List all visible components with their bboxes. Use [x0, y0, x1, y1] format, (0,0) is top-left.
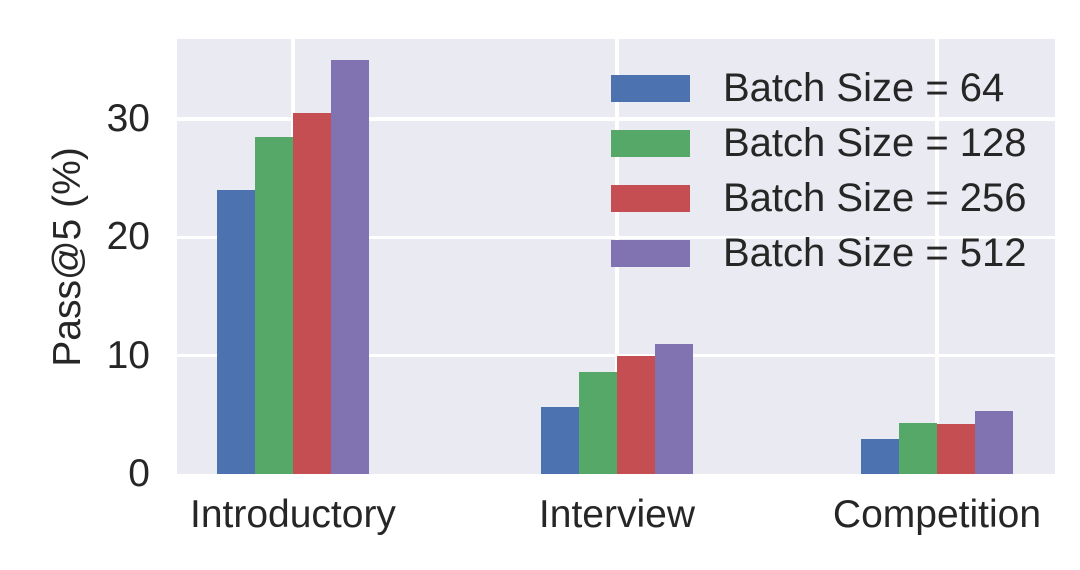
bar-interview-256 [616, 355, 655, 474]
bar-competition-64 [860, 438, 899, 474]
legend-swatch-128 [611, 129, 690, 157]
bar-competition-512 [974, 411, 1013, 474]
legend-label-256: Batch Size = 256 [723, 176, 1027, 220]
gridline-y-30 [177, 117, 1055, 121]
legend-swatch-256 [611, 184, 690, 212]
gridline-y-10 [177, 353, 1055, 358]
bar-competition-256 [936, 424, 975, 474]
legend-swatch-64 [611, 74, 690, 102]
bar-introductory-512 [330, 59, 369, 474]
x-tick-label-introductory: Introductory [190, 493, 396, 536]
y-tick-label-20: 20 [106, 215, 150, 259]
bar-competition-128 [898, 423, 937, 474]
y-tick-label-0: 0 [128, 452, 150, 495]
plot-area [177, 39, 1055, 474]
y-tick-label-30: 30 [106, 96, 150, 140]
legend-label-128: Batch Size = 128 [723, 121, 1027, 165]
x-tick-label-interview: Interview [538, 493, 695, 536]
x-tick-label-competition: Competition [832, 493, 1042, 536]
bar-introductory-256 [292, 112, 331, 474]
legend-label-512: Batch Size = 512 [723, 231, 1027, 275]
gridline-vertical-2 [934, 39, 939, 474]
legend-label-64: Batch Size = 64 [723, 66, 1005, 110]
legend-swatch-512 [611, 239, 690, 267]
y-tick-label-10: 10 [106, 333, 150, 377]
bar-introductory-128 [254, 136, 293, 474]
gridline-y-20 [177, 235, 1055, 239]
bar-interview-64 [540, 406, 579, 474]
bar-interview-512 [654, 343, 693, 474]
bar-interview-128 [578, 372, 617, 474]
bar-introductory-64 [216, 189, 255, 474]
